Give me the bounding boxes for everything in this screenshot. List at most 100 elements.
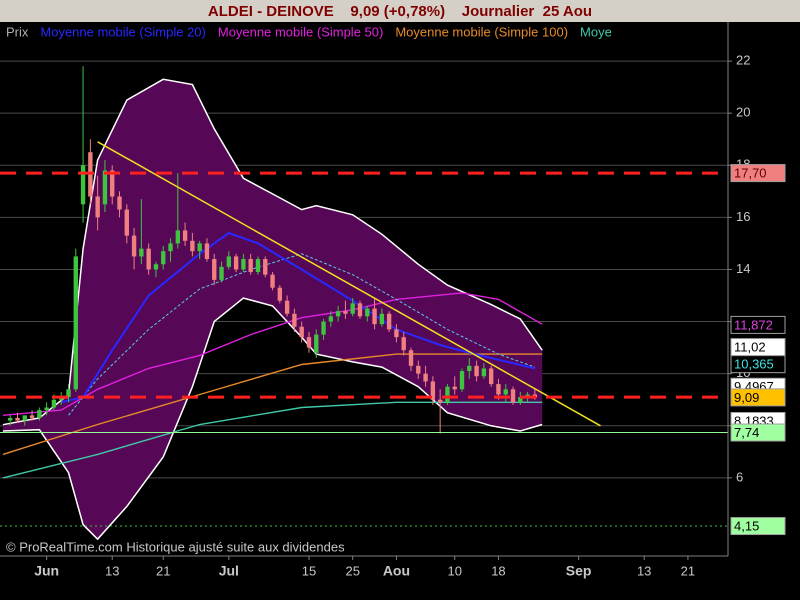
candle-body	[182, 230, 188, 241]
y-tick-label: 14	[736, 261, 750, 276]
candle-body	[248, 259, 253, 273]
x-tick-label: 13	[105, 563, 119, 578]
price-label-box	[730, 315, 786, 334]
candle-body	[204, 243, 210, 260]
candle-body	[394, 329, 399, 338]
candle-body	[314, 334, 319, 353]
candle-body	[270, 274, 275, 288]
candle-body	[503, 389, 508, 395]
candle-body	[22, 415, 27, 421]
candle-body	[510, 389, 516, 403]
candle-body	[386, 313, 392, 330]
candle-body	[306, 337, 312, 348]
legend-entry: Moyenne mobile (Simple 20)	[40, 24, 205, 39]
price-label: 7,74	[734, 425, 759, 440]
candle-body	[343, 311, 348, 314]
price-label-box	[730, 423, 786, 442]
candle-body	[445, 386, 450, 403]
candle-body	[518, 397, 523, 403]
candle-body	[73, 256, 78, 390]
candle-body	[496, 384, 501, 395]
candle-body	[212, 259, 217, 280]
ma-line	[2, 292, 543, 416]
legend: Prix Moyenne mobile (Simple 20) Moyenne mo…	[6, 24, 612, 39]
y-tick-label: 22	[736, 53, 750, 68]
price-label-box	[730, 164, 786, 183]
ma-line	[2, 353, 543, 456]
y-tick-label: 20	[736, 105, 750, 120]
trendline	[97, 141, 601, 427]
candle-body	[29, 415, 35, 418]
candle-body	[131, 235, 137, 257]
x-tick-label: Sep	[566, 563, 592, 579]
band-upper	[2, 78, 543, 426]
candle-body	[321, 321, 326, 335]
x-axis-area	[0, 556, 728, 600]
legend-entry: Prix	[6, 24, 29, 39]
price-label: 11,02	[734, 340, 766, 355]
chart-title: ALDEI - DEINOVE 9,09 (+0,78%) Journalier…	[208, 3, 592, 20]
candle-body	[277, 287, 283, 301]
x-tick-label: Jul	[219, 563, 239, 579]
candle-body	[379, 313, 385, 325]
candle-body	[474, 365, 479, 377]
candle-body	[335, 311, 341, 317]
candle-body	[372, 308, 377, 325]
candle-body	[467, 365, 472, 372]
candle-body	[168, 243, 173, 252]
header-bar	[0, 0, 800, 22]
candle-body	[51, 399, 57, 408]
candle-body	[80, 165, 86, 205]
price-label: 10,365	[734, 357, 774, 372]
y-tick-label: 6	[736, 469, 743, 484]
candle-body	[481, 368, 487, 377]
x-tick-label: 13	[637, 563, 651, 578]
candle-body	[161, 251, 166, 265]
candle-body	[226, 256, 232, 267]
candle-body	[8, 417, 13, 421]
candle-body	[365, 308, 370, 317]
ma-line	[2, 401, 543, 479]
overlay-layer	[0, 141, 728, 527]
candle-body	[255, 259, 261, 273]
candle-body	[459, 371, 465, 390]
band-layer	[2, 78, 543, 541]
candle-body	[408, 350, 414, 366]
candle-body	[124, 209, 129, 236]
legend-entry: Moye	[580, 24, 612, 39]
legend-entry: Moyenne mobile (Simple 50)	[218, 24, 383, 39]
price-label-box	[730, 388, 786, 407]
price-label: 9,09	[734, 390, 759, 405]
lines-layer	[2, 231, 543, 479]
candle-body	[219, 266, 224, 280]
candle-body	[95, 196, 100, 218]
candle-body	[190, 240, 195, 252]
candle-body	[350, 303, 355, 314]
candle-body	[117, 196, 122, 210]
candle-body	[146, 248, 151, 270]
candle-body	[423, 373, 428, 382]
candle-body	[284, 300, 290, 314]
x-tick-label: 10	[447, 563, 461, 578]
candle-body	[299, 326, 304, 338]
candle-body	[437, 399, 443, 403]
candle-body	[37, 410, 42, 418]
candle-body	[139, 248, 144, 257]
price-label-box	[730, 517, 786, 536]
x-tick-label: 15	[302, 563, 316, 578]
band-middle	[68, 253, 536, 416]
candle-body	[241, 259, 246, 270]
footer-note: © ProRealTime.com Historique ajusté suit…	[6, 539, 345, 554]
price-label: 17,70	[734, 166, 767, 181]
candle-body	[197, 243, 202, 252]
candle-body	[328, 316, 334, 322]
price-label: 11,872	[734, 317, 773, 332]
candle-body	[416, 365, 421, 374]
candle-body	[401, 337, 406, 351]
candle-body	[430, 381, 436, 400]
ma-line	[60, 231, 536, 404]
price-label-box	[730, 355, 786, 374]
candle-body	[488, 368, 494, 385]
axes-layer: 6810121416182022Jun1321Jul1525Aou1018Sep…	[34, 53, 786, 579]
